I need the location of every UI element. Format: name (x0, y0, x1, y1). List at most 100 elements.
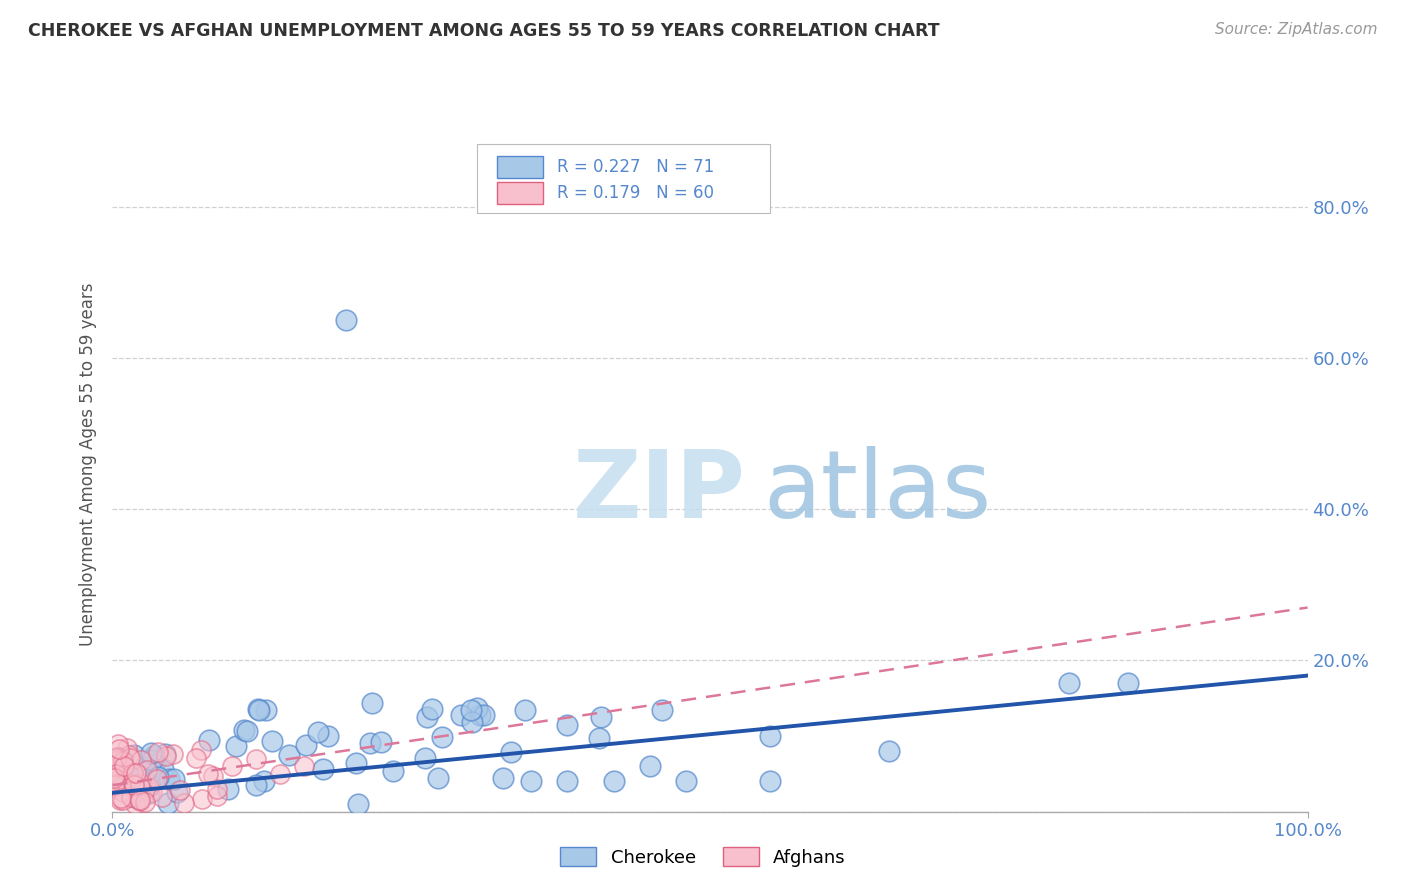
Point (120, 790, 142, 805)
Point (122, 771, 145, 785)
Point (492, 772, 515, 786)
Point (145, 768, 167, 782)
Point (416, 710, 439, 724)
Point (513, 703, 536, 717)
Point (277, 747, 299, 762)
Point (153, 747, 176, 761)
Point (150, 789, 173, 804)
Point (128, 794, 150, 808)
Point (107, 738, 129, 752)
Point (146, 772, 169, 787)
Point (221, 759, 243, 773)
Point (603, 774, 626, 789)
Point (125, 766, 148, 780)
Point (107, 777, 129, 791)
Point (163, 772, 186, 786)
Point (169, 783, 191, 797)
Point (138, 786, 160, 800)
Point (468, 708, 491, 723)
Point (588, 731, 610, 745)
Point (148, 745, 170, 759)
Point (253, 774, 276, 789)
Legend: Cherokee, Afghans: Cherokee, Afghans (553, 840, 853, 874)
Point (202, 768, 225, 782)
Point (245, 778, 267, 792)
Point (105, 767, 128, 781)
Point (359, 736, 381, 750)
Point (461, 714, 484, 729)
Point (205, 789, 228, 803)
Point (157, 772, 180, 787)
Point (382, 764, 405, 778)
Point (555, 774, 578, 789)
Point (118, 747, 141, 762)
Point (335, 313, 357, 327)
Point (122, 747, 145, 762)
Point (413, 751, 436, 765)
Point (104, 751, 127, 765)
Point (501, 745, 523, 759)
Point (344, 756, 367, 771)
Point (138, 780, 160, 794)
Point (155, 748, 177, 763)
Point (108, 759, 131, 773)
Text: CHEROKEE VS AFGHAN UNEMPLOYMENT AMONG AGES 55 TO 59 YEARS CORRELATION CHART: CHEROKEE VS AFGHAN UNEMPLOYMENT AMONG AG… (28, 22, 939, 40)
Point (555, 718, 578, 732)
Point (318, 729, 340, 743)
Point (156, 796, 179, 810)
Point (103, 772, 125, 786)
Point (360, 697, 382, 711)
Point (129, 778, 152, 792)
Point (166, 785, 188, 799)
Point (122, 765, 145, 780)
Point (520, 774, 543, 789)
Point (245, 752, 267, 766)
Point (141, 753, 163, 767)
Point (225, 739, 247, 753)
Point (472, 707, 495, 722)
Point (217, 781, 239, 796)
Point (105, 750, 128, 764)
Point (112, 758, 135, 772)
Point (139, 747, 162, 761)
Point (129, 753, 152, 767)
Point (111, 792, 134, 806)
Point (651, 703, 673, 717)
Point (205, 782, 228, 797)
Point (247, 702, 270, 716)
Point (112, 785, 135, 799)
Point (128, 793, 150, 807)
Point (141, 765, 163, 780)
Point (112, 754, 135, 768)
Point (143, 757, 166, 772)
Point (254, 702, 277, 716)
Point (103, 758, 125, 772)
Point (132, 769, 155, 783)
FancyBboxPatch shape (498, 155, 543, 178)
Point (190, 743, 212, 757)
FancyBboxPatch shape (498, 182, 543, 204)
Point (233, 723, 256, 737)
Point (122, 777, 145, 791)
Point (110, 790, 132, 805)
Point (124, 797, 146, 811)
Point (260, 734, 283, 748)
Point (420, 701, 443, 715)
Point (115, 741, 138, 756)
Y-axis label: Unemployment Among Ages 55 to 59 years: Unemployment Among Ages 55 to 59 years (79, 282, 97, 646)
Point (134, 777, 156, 791)
Point (173, 796, 195, 810)
Point (292, 759, 315, 773)
Point (430, 730, 453, 744)
Point (236, 724, 259, 739)
Point (198, 732, 221, 747)
Text: R = 0.179   N = 60: R = 0.179 N = 60 (557, 184, 714, 202)
Point (591, 710, 613, 724)
Point (103, 778, 125, 792)
Point (427, 771, 450, 785)
Point (128, 792, 150, 806)
Point (122, 790, 145, 805)
Text: Source: ZipAtlas.com: Source: ZipAtlas.com (1215, 22, 1378, 37)
Point (269, 767, 291, 781)
Point (141, 785, 163, 799)
